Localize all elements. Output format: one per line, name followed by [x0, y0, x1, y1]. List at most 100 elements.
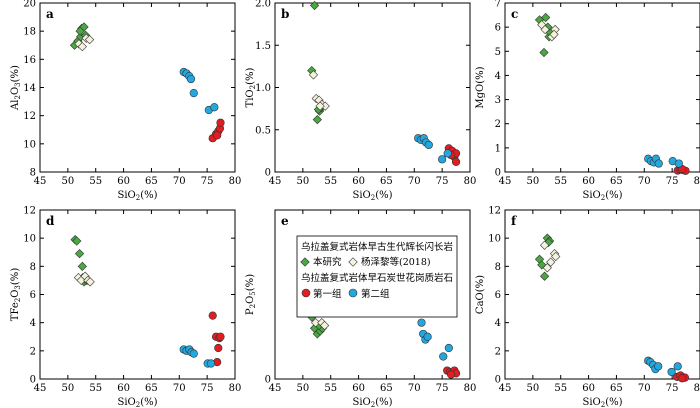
x-tick-label: 75: [436, 383, 449, 394]
y-tick-label: 12: [488, 206, 501, 217]
x-tick-label: 80: [229, 383, 242, 394]
data-point-yang: [551, 251, 561, 262]
legend-item-group1: 第一组: [313, 288, 342, 300]
plot-frame-a: [39, 2, 236, 173]
data-point-group1: [446, 370, 456, 379]
data-point-group1: [451, 157, 461, 166]
y-tick-label: 6: [495, 23, 501, 34]
x-tick-label: 70: [638, 176, 651, 187]
y-tick-label: 1.5: [255, 41, 271, 52]
x-tick-label: 50: [61, 383, 74, 394]
x-tick-label: 70: [408, 383, 421, 394]
x-tick-label: 65: [380, 383, 393, 394]
x-tick-label: 60: [352, 176, 365, 187]
y-tick-label: 12: [23, 111, 36, 122]
data-point-yang: [546, 257, 556, 267]
x-tick-label: 70: [638, 383, 651, 394]
y-tick-label: 0: [265, 375, 271, 386]
data-point-group2: [444, 343, 453, 353]
plot-frame-d: [39, 209, 236, 380]
x-axis-label: SiO2(%): [352, 190, 392, 202]
y-tick-label: 8: [30, 168, 36, 179]
x-tick-label: 65: [145, 383, 158, 394]
legend-heading-gabbro: 乌拉盖复式岩体早古生代辉长闪长岩: [301, 241, 453, 253]
panel-letter-b: b: [281, 7, 289, 21]
y-tick-label: 2: [495, 346, 501, 357]
data-point-group2: [654, 362, 663, 371]
data-point-group2: [206, 359, 216, 368]
data-point-group2: [423, 332, 432, 341]
panel-letter-a: a: [46, 7, 54, 21]
data-point-yang: [311, 318, 321, 328]
data-point-group2: [417, 318, 426, 327]
y-tick-label: 3: [495, 95, 501, 106]
legend-item-group2: 第二组: [361, 288, 390, 300]
data-point-group2: [674, 159, 683, 168]
x-axis-label: SiO2(%): [117, 190, 157, 202]
data-point-group2: [424, 140, 433, 150]
data-point-group2: [189, 89, 198, 98]
y-tick-label: 0: [30, 375, 36, 386]
x-tick-label: 65: [145, 176, 158, 187]
y-tick-label: 5: [495, 47, 501, 58]
y-axis-label: P2O5(%): [245, 274, 257, 315]
x-tick-label: 70: [408, 176, 421, 187]
y-tick-label: 2: [495, 119, 501, 130]
y-tick-label: 1.0: [255, 83, 271, 94]
x-tick-label: 60: [117, 383, 130, 394]
panel-letter-f: f: [511, 214, 517, 228]
data-point-group2: [189, 349, 198, 358]
y-axis-label: TFe2O3(%): [10, 268, 22, 322]
data-point-group2: [438, 155, 447, 164]
x-tick-label: 60: [582, 383, 595, 394]
x-tick-label: 55: [89, 383, 102, 394]
x-tick-label: 50: [296, 176, 309, 187]
y-tick-label: 0: [495, 168, 501, 179]
x-tick-label: 75: [666, 176, 679, 187]
x-tick-label: 55: [554, 176, 567, 187]
y-tick-label: 18: [23, 27, 36, 38]
y-tick-label: 12: [23, 206, 36, 217]
data-point-yang: [308, 70, 319, 80]
legend-marker-yang: [348, 257, 358, 267]
data-point-this_study: [539, 47, 549, 58]
panel-c: 455055606570758001234567cSiO2(%)MgO(%): [475, 0, 700, 202]
x-tick-label: 70: [173, 176, 186, 187]
x-tick-label: 60: [117, 176, 130, 187]
y-tick-label: 6: [495, 290, 501, 301]
x-tick-label: 45: [499, 176, 512, 187]
data-point-yang: [542, 263, 552, 273]
y-tick-label: 4: [495, 318, 501, 329]
data-point-group2: [439, 352, 448, 361]
y-axis-label: Al2O3(%): [10, 65, 22, 111]
legend-item-yang: 杨泽黎等(2018): [361, 256, 431, 268]
y-tick-label: 0.5: [255, 125, 271, 136]
y-tick-label: 8: [30, 262, 36, 273]
x-tick-label: 55: [324, 176, 337, 187]
y-tick-label: 16: [23, 55, 36, 66]
data-point-this_study: [539, 271, 550, 281]
data-point-yang: [85, 277, 95, 287]
y-tick-label: 10: [23, 234, 36, 245]
x-tick-label: 65: [610, 383, 623, 394]
y-tick-label: 10: [488, 234, 501, 245]
y-tick-label: 20: [23, 0, 36, 10]
y-tick-label: 14: [23, 83, 36, 94]
y-tick-label: 4: [495, 71, 501, 82]
legend-heading-granite: 乌拉盖复式岩体早石炭世花岗质岩石: [301, 272, 453, 284]
data-point-group1: [216, 118, 225, 127]
data-point-group2: [210, 103, 219, 112]
data-point-group1: [678, 374, 687, 383]
panel-letter-c: c: [511, 7, 518, 21]
x-tick-label: 50: [61, 176, 74, 187]
data-point-group2: [667, 367, 676, 377]
plot-frame-b: [274, 2, 471, 173]
x-tick-label: 75: [201, 176, 214, 187]
data-point-group2: [654, 159, 663, 168]
x-tick-label: 65: [610, 176, 623, 187]
data-point-group2: [673, 362, 682, 371]
plot-frame-f: [504, 209, 700, 380]
plot-frame-c: [504, 2, 700, 173]
panel-f: 45 50 55 60 65 70 75 80 0 2 4 6 8 10 12 f SiO2(%) CaO(%): [475, 206, 700, 408]
